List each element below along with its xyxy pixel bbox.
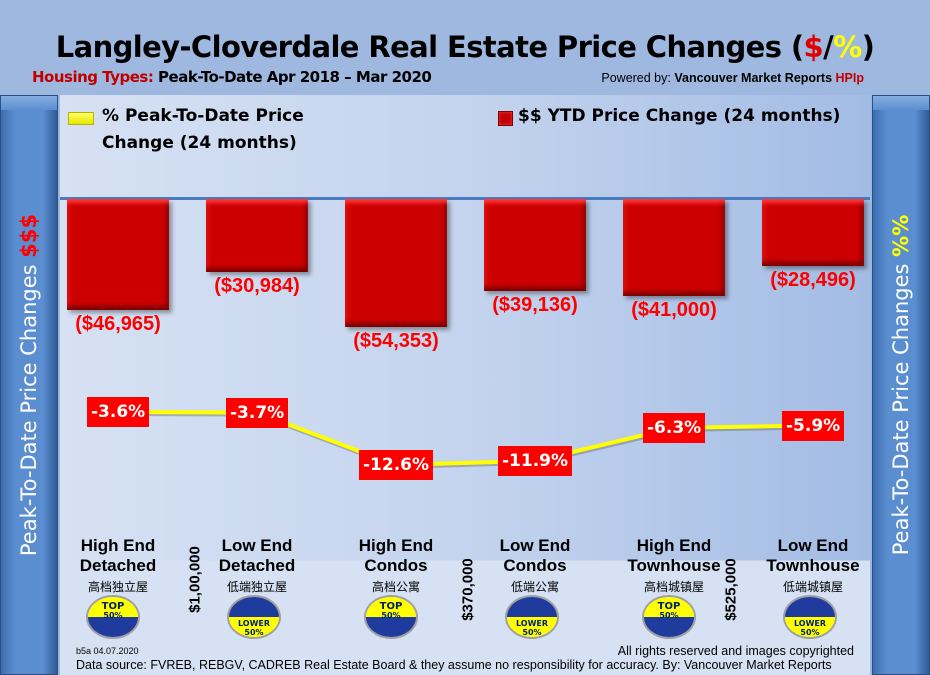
legend-line-label: % Peak-To-Date Price Change (24 months): [102, 106, 304, 153]
bar: [67, 199, 169, 310]
category-name-chinese: 低端独立屋: [226, 580, 287, 594]
line-shadow: [118, 412, 815, 470]
bar: [623, 199, 725, 296]
legend-swatch-yellow: [68, 112, 94, 125]
chart-title: Langley-Cloverdale Real Estate Price Cha…: [55, 30, 875, 64]
line-value-label: -5.9%: [782, 410, 845, 441]
legend-bar-label: $$ YTD Price Change (24 months): [518, 106, 841, 126]
price-threshold-label: $525,000: [722, 558, 740, 621]
bar: [484, 199, 586, 292]
category-label: High End Townhouse 高档城镇屋: [604, 536, 744, 595]
top-50-badge: TOP 50%: [364, 595, 418, 639]
legend-swatch-red: [498, 111, 513, 126]
price-threshold-label: $370,000: [459, 558, 477, 621]
left-axis-banner: Peak-To-Date Price Changes $$$: [0, 95, 58, 675]
copyright-notice: All rights reserved and images copyright…: [617, 644, 854, 658]
powered-by: Powered by: Vancouver Market Reports HPI…: [601, 71, 864, 85]
category-label: Low End Condos 低端公寓: [465, 536, 605, 595]
chart-subtitle: Housing Types: Peak-To-Date Apr 2018 – M…: [32, 68, 432, 86]
bar-baseline: [60, 197, 870, 200]
top-50-badge: TOP 50%: [86, 595, 140, 639]
category-name: Low End Detached: [218, 536, 296, 575]
line-value-label: -3.6%: [87, 397, 150, 427]
line-value-label: -3.7%: [226, 397, 289, 428]
bar-value-label: ($30,984): [214, 274, 300, 297]
category-name-chinese: 低端公寓: [510, 580, 559, 594]
legend-bar: $$ YTD Price Change (24 months): [498, 103, 841, 130]
category-label: High End Detached 高档独立屋: [48, 536, 188, 595]
line-path: [117, 410, 814, 468]
bar-value-label: ($54,353): [353, 330, 439, 352]
category-name-chinese: 高档独立屋: [87, 580, 148, 594]
bar-value-label: ($28,496): [770, 269, 856, 292]
lower-50-badge: LOWER 50%: [505, 595, 559, 639]
lower-50-badge: LOWER 50%: [783, 595, 837, 639]
category-name: Low End Condos: [499, 536, 571, 575]
lower-50-badge: LOWER 50%: [227, 595, 281, 639]
category-name-chinese: 高档公寓: [371, 580, 420, 594]
legend-line: % Peak-To-Date Price Change (24 months): [68, 103, 342, 157]
line-value-label: -12.6%: [359, 450, 434, 480]
category-name: High End Townhouse: [627, 536, 721, 575]
bar-value-label: ($39,136): [492, 294, 578, 317]
bar: [762, 199, 864, 267]
category-label: Low End Detached 低端独立屋: [187, 536, 327, 595]
version-stamp: b5a 04.07.2020: [76, 646, 139, 656]
line-value-label: -6.3%: [643, 412, 706, 443]
category-area: [60, 530, 870, 675]
top-50-badge: TOP 50%: [642, 595, 696, 639]
bar: [206, 199, 308, 272]
category-name: Low End Townhouse: [766, 536, 860, 575]
category-label: Low End Townhouse 低端城镇屋: [743, 536, 883, 595]
data-source: Data source: FVREB, REBGV, CADREB Real E…: [76, 658, 832, 672]
bar-value-label: ($46,965): [75, 312, 161, 335]
category-label: High End Condos 高档公寓: [326, 536, 466, 595]
category-name: High End Detached: [79, 536, 157, 575]
category-name: High End Condos: [358, 536, 434, 575]
category-name-chinese: 高档城镇屋: [643, 580, 704, 594]
line-value-label: -11.9%: [498, 445, 573, 476]
category-name-chinese: 低端城镇屋: [782, 580, 843, 594]
bar: [345, 199, 447, 327]
price-threshold-label: $1,00,000: [186, 546, 204, 613]
bar-value-label: ($41,000): [631, 298, 717, 321]
